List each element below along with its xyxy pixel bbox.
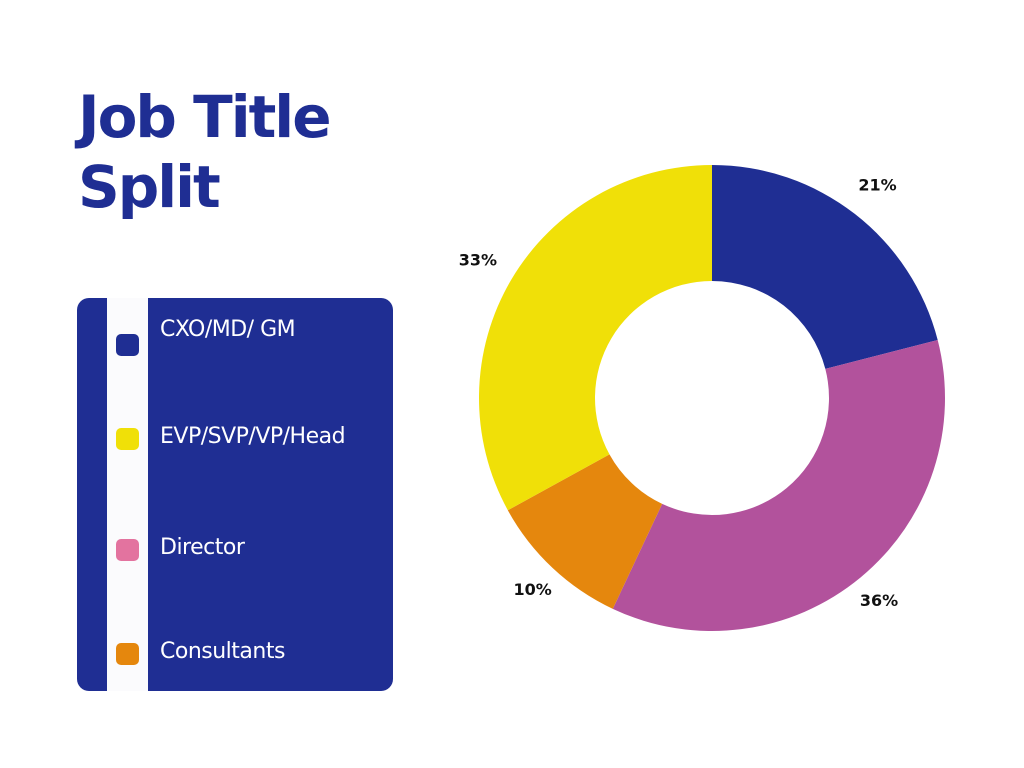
donut-label-evp-svp-vp-head: 33%: [459, 251, 497, 270]
donut-slice-director: [612, 340, 945, 631]
chart-title: Job Title Split: [78, 83, 332, 221]
legend-swatch-consultants: [116, 643, 139, 665]
donut-labels: 21% 36% 10% 33%: [459, 176, 898, 610]
legend-swatch-evp: [116, 428, 139, 450]
legend-swatch-cxo: [116, 334, 139, 356]
donut-slice-consultants: [507, 454, 663, 609]
legend-label-evp: EVP/SVP/VP/Head: [160, 424, 346, 449]
donut-chart: 21% 36% 10% 33%: [459, 165, 945, 631]
legend-label-consultants: Consultants: [160, 639, 285, 664]
legend-strip: [107, 298, 148, 691]
donut-slices: [478, 165, 945, 631]
legend-label-cxo: CXO/MD/ GM: [160, 317, 296, 342]
donut-slice-cxo-md-gm: [712, 165, 938, 369]
legend-swatch-director: [116, 539, 139, 561]
donut-label-director: 36%: [860, 591, 898, 610]
donut-label-cxo-md-gm: 21%: [858, 176, 896, 195]
legend-panel: CXO/MD/ GM EVP/SVP/VP/Head Director Cons…: [77, 298, 393, 691]
donut-slice-evp-svp-vp-head: [478, 165, 712, 511]
donut-label-consultants: 10%: [514, 580, 552, 599]
legend-label-director: Director: [160, 535, 245, 560]
